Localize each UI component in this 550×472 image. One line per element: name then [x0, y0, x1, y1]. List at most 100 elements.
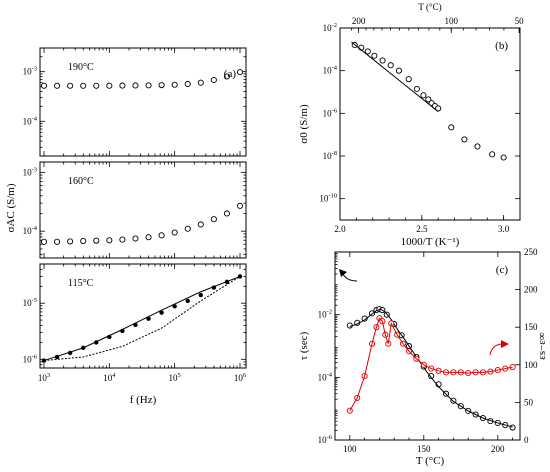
x-tick-label: 105: [169, 372, 181, 383]
y-right-tick-label: 200: [524, 285, 538, 295]
y-tick-label: 10-4: [23, 225, 38, 236]
y-tick-label: 10-6: [323, 107, 338, 118]
panel-b-open-circles-point: [371, 52, 378, 59]
panel-a-subplot: 10-4 10-3 190°C: [23, 47, 247, 157]
y-right-tick-label: 100: [524, 360, 538, 370]
panel-a-open-circles-point: [145, 234, 152, 241]
panel-a-subplot: 10-4 10-3 160°C: [23, 161, 247, 259]
y-tick-label: 10-2: [323, 22, 337, 33]
panel-a-solid-line-line: [43, 275, 241, 362]
panel-c-label: (c): [496, 264, 509, 276]
panel-b-open-circles-point: [364, 48, 371, 55]
panel-b-open-circles-point: [474, 143, 481, 150]
panel-a-open-circles-point: [106, 82, 113, 89]
top-axis-tick-label: 50: [515, 16, 525, 26]
panel-a-open-circles-point: [54, 82, 61, 89]
panel-a-open-circles-point: [171, 229, 178, 236]
panel-a-open-circles-point: [54, 238, 61, 245]
panel-a-open-circles-point: [40, 82, 48, 89]
x-tick-label: 2.5: [416, 224, 428, 234]
panel-b-open-circles-point: [395, 67, 402, 74]
panel-c-frame: [334, 251, 521, 441]
top-axis-label: T (°C): [418, 2, 441, 12]
panel-c-solid-line-line: [349, 317, 513, 411]
panel-b-open-circles-point: [387, 62, 394, 69]
panel-b-label: (b): [495, 40, 508, 52]
right-axis-arrow-head: [501, 340, 509, 348]
panel-c-solid-line-line: [349, 308, 513, 428]
y-right-tick-label: 50: [524, 397, 534, 407]
x-tick-label: 103: [38, 372, 50, 383]
x-tick-label: 2.0: [334, 224, 346, 234]
panel-a-open-circles-point: [40, 238, 48, 245]
panel-b-open-circles-point: [500, 154, 507, 161]
panel-a-open-circles-point: [171, 81, 178, 88]
panel-b-solid-line-line: [351, 41, 439, 113]
panel-b-open-circles-point: [379, 57, 386, 64]
y-right-tick-label: 150: [524, 322, 538, 332]
left-axis-arrow-head: [339, 269, 347, 277]
panel-b-open-circles-point: [405, 76, 412, 83]
panel-a-filled-dots-point: [185, 298, 190, 304]
panel-a-open-circles-point: [145, 82, 152, 89]
top-axis-tick-label: 100: [445, 16, 459, 26]
panel-b: 2.0 2.5 3.0 10-2 10-4 10-6 10-8 10-10 200 100 50 T …: [298, 2, 524, 248]
y-tick-label: 10-3: [23, 166, 37, 177]
panel-b-y-axis-label: σ0 (S/m): [298, 104, 310, 144]
temperature-label: 190°C: [68, 62, 94, 73]
panel-b-open-circles-point: [420, 92, 427, 99]
panel-b-open-circles-point: [461, 136, 468, 143]
left-axis-arrow-shaft: [342, 273, 358, 282]
y-left-tick-label: 10-2: [318, 309, 332, 320]
panel-a-subplot: 10-6 10-5 115°C: [23, 263, 247, 369]
panel-a-filled-dots-point: [159, 310, 164, 315]
panel-a-open-circles-point: [236, 69, 244, 76]
panel-a-open-circles-point: [132, 82, 139, 89]
y-tick-label: 10-10: [319, 193, 337, 204]
panel-a-open-circles-point: [119, 236, 126, 243]
y-right-tick-label: 0: [524, 435, 529, 445]
y-left-tick-label: 10-4: [318, 371, 333, 382]
panel-b-open-circles-point: [448, 124, 455, 131]
x-tick-label: 104: [103, 372, 116, 383]
y-right-tick-label: 250: [524, 247, 538, 257]
x-tick-label: 100: [343, 444, 357, 454]
panel-c-open-circles-point: [428, 372, 435, 380]
panel-b-frame: [339, 27, 521, 221]
panel-a-open-circles-point: [93, 82, 100, 89]
panel-a-open-circles-point: [93, 237, 100, 244]
panel-a-open-circles-point: [106, 237, 113, 244]
panel-a-open-circles-point: [158, 82, 165, 89]
panel-b-open-circles-point: [425, 96, 432, 103]
panel-a-open-circles-point: [210, 76, 217, 84]
panel-c-open-circles-point: [361, 315, 368, 322]
panel-a-open-circles-point: [197, 79, 204, 86]
panel-c-x-axis-label: T (°C): [416, 455, 445, 467]
panel-a-filled-dots-point: [198, 292, 204, 298]
panel-c-open-circles-point: [509, 424, 516, 431]
panel-a-open-circles-point: [236, 202, 244, 209]
panel-b-x-axis-label: 1000/T (K⁻¹): [401, 236, 460, 248]
panel-a-open-circles-point: [197, 221, 204, 228]
panel-a-label: (a): [224, 68, 237, 80]
panel-a-open-circles-point: [67, 82, 74, 89]
panel-a-open-circles-point: [158, 232, 165, 239]
panel-a-open-circles-point: [67, 238, 74, 245]
panel-b-open-circles-point: [489, 151, 496, 158]
temperature-label: 160°C: [68, 176, 94, 187]
panel-a-open-circles-point: [119, 82, 126, 89]
panel-a-open-circles-point: [132, 235, 139, 242]
panel-a-open-circles-point: [184, 225, 191, 232]
y-tick-label: 10-8: [323, 150, 337, 161]
panel-a-subplot-frame: [39, 161, 247, 259]
panel-a-dashed-line-line: [43, 276, 241, 362]
y-tick-label: 10-4: [23, 115, 38, 126]
panel-a-subplot-frame: [39, 47, 247, 157]
y-left-tick-label: 10-6: [318, 434, 333, 445]
panel-a-open-circles-point: [80, 82, 87, 89]
panel-a-open-circles-point: [223, 73, 230, 80]
panel-a-open-circles-point: [210, 216, 217, 223]
panel-a-open-circles-point: [223, 210, 230, 217]
x-tick-label: 3.0: [498, 224, 510, 234]
